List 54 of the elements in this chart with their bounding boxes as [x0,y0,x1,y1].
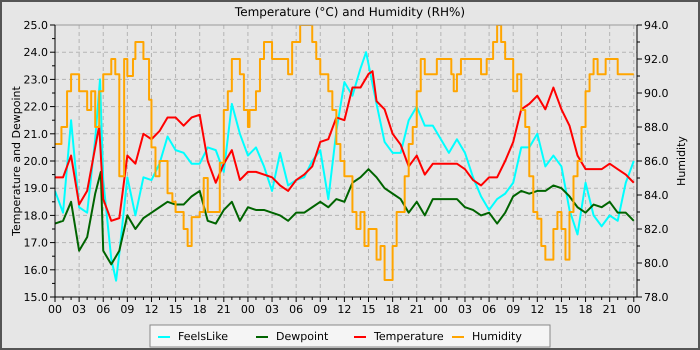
x-tick-label: 06 [482,303,496,316]
x-tick-label: 00 [240,303,255,316]
y-tick-label: 15.0 [24,291,48,304]
y-tick-label: 22.0 [24,100,48,114]
legend-label: FeelsLike [178,330,228,343]
x-tick-label: 09 [120,303,134,316]
y2-axis-title: Humidity [675,136,688,186]
y2-tick-label: 84.0 [644,189,668,202]
x-tick-label: 09 [506,303,520,316]
x-tick-label: 03 [265,303,280,316]
y-tick-label: 20.0 [24,155,48,168]
chart-title: Temperature (°C) and Humidity (RH%) [234,5,466,19]
x-tick-label: 00 [434,303,448,316]
x-tick-label: 06 [96,303,110,316]
legend-label: Humidity [472,330,522,343]
x-tick-label: 12 [144,303,158,316]
x-tick-label: 00 [626,303,641,316]
y-tick-label: 19.0 [24,182,48,196]
legend-label: Temperature [373,330,444,343]
x-tick-label: 03 [72,303,86,316]
y-tick-label: 25.0 [24,19,48,32]
y2-tick-label: 86.0 [644,155,668,168]
y2-tick-label: 80.0 [644,257,668,270]
legend-label: Dewpoint [276,330,329,343]
x-tick-label: 21 [410,303,424,316]
line-series [55,70,635,222]
x-tick-label: 18 [192,303,207,316]
y-tick-label: 23.0 [24,73,48,86]
y2-tick-label: 90.0 [644,87,668,100]
y-tick-label: 21.0 [24,128,48,141]
y2-tick-label: 94.0 [644,19,668,32]
x-tick-label: 15 [168,303,183,316]
x-tick-label: 12 [337,303,352,316]
y-axis-title: Temperature and Dewpoint [10,85,23,237]
y2-tick-label: 82.0 [644,223,668,236]
x-tick-label: 21 [216,303,231,316]
x-tick-label: 03 [458,303,472,316]
y-tick-label: 17.0 [24,236,48,250]
x-tick-label: 18 [386,303,400,316]
x-tick-label: 18 [578,303,593,316]
x-tick-label: 15 [554,303,568,316]
y-tick-label: 18.0 [24,209,48,222]
x-tick-label: 06 [289,303,304,316]
x-tick-label: 00 [48,303,62,316]
x-tick-label: 21 [602,303,617,316]
y-tick-label: 16.0 [24,264,48,277]
y2-tick-label: 92.0 [644,53,668,66]
y2-tick-label: 88.0 [644,121,668,134]
x-tick-label: 15 [362,303,376,316]
x-tick-label: 12 [530,303,544,316]
y-tick-label: 24.0 [24,46,48,60]
line-series [55,168,635,266]
x-tick-label: 09 [313,303,328,316]
y2-tick-label: 78.0 [644,291,668,304]
